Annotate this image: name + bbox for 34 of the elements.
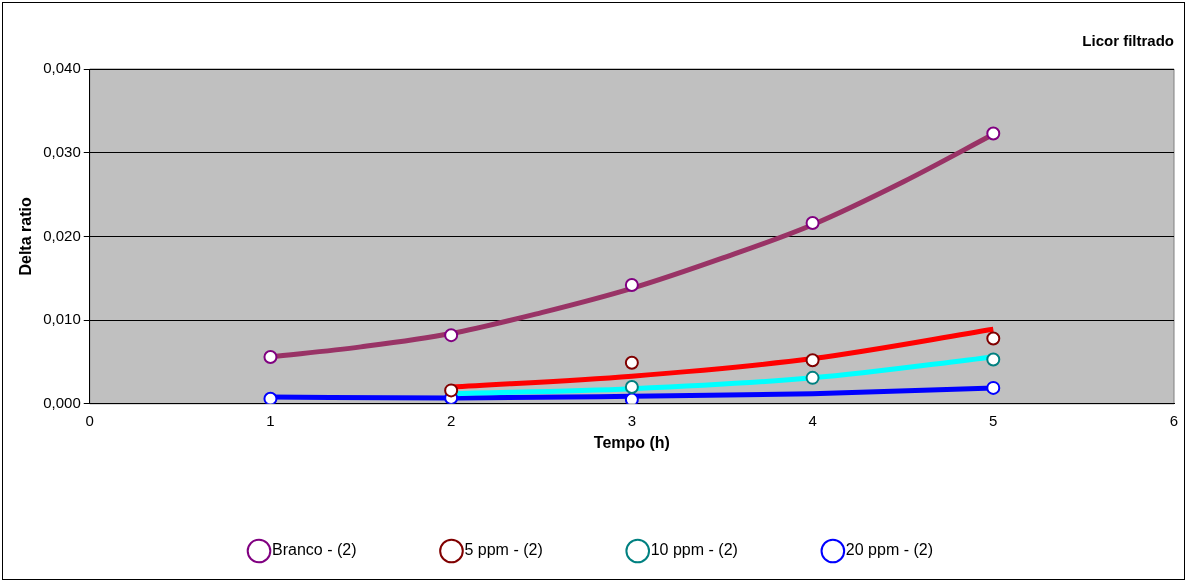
point — [624, 380, 639, 395]
point — [624, 277, 639, 292]
point — [986, 126, 1001, 141]
y-axis-title: Delta ratio — [17, 197, 35, 276]
point — [624, 355, 639, 370]
y-tick-label: 0,020 — [43, 226, 81, 244]
y-tick-label: 0,000 — [43, 393, 81, 411]
x-tick-label: 0 — [85, 411, 94, 429]
legend-label: 20 ppm - (2) — [845, 541, 933, 559]
point — [805, 216, 820, 231]
legend-label: Branco - (2) — [272, 541, 357, 559]
point — [444, 328, 459, 343]
point — [986, 380, 1001, 395]
x-tick-label: 4 — [808, 411, 817, 429]
point — [986, 352, 1001, 367]
x-tick-label: 3 — [627, 411, 637, 429]
legend-label: 10 ppm - (2) — [650, 541, 738, 559]
y-tick-label: 0,040 — [43, 59, 81, 77]
legend-label: 5 ppm - (2) — [464, 541, 543, 559]
point — [263, 391, 278, 404]
point — [444, 383, 459, 398]
point — [805, 370, 820, 385]
x-tick-label: 2 — [446, 411, 456, 429]
chart-title: Licor filtrado — [1082, 32, 1174, 50]
y-tick-label: 0,010 — [43, 310, 81, 328]
point — [986, 331, 1001, 346]
point — [805, 353, 820, 368]
y-tick-label: 0,030 — [43, 142, 81, 160]
x-tick-label: 1 — [266, 411, 275, 429]
x-axis-title: Tempo (h) — [593, 433, 670, 451]
x-tick-label: 5 — [989, 411, 998, 429]
x-tick-label: 6 — [1169, 411, 1179, 429]
point — [263, 349, 278, 364]
point — [624, 392, 639, 404]
